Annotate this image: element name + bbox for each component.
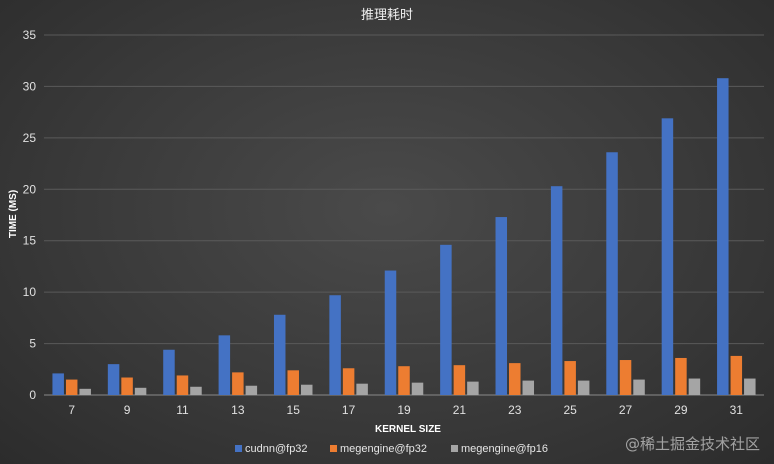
legend-label: cudnn@fp32: [245, 443, 308, 455]
x-tick-label: 25: [563, 403, 577, 417]
x-tick-label: 31: [730, 403, 744, 417]
bar-cudnn-fp32-29: [661, 118, 674, 396]
x-tick-label: 21: [453, 403, 467, 417]
x-axis-ticks: 7 9 11 13 15 17 19 21 23 25 27 29 31: [68, 403, 743, 417]
bar-megengine-fp16-11: [190, 386, 202, 395]
x-tick-label: 19: [397, 403, 411, 417]
bar-megengine-fp16-17: [356, 383, 368, 395]
bar-cudnn-fp32-19: [384, 270, 397, 395]
bar-megengine-fp32-23: [509, 363, 521, 395]
legend-swatch: [235, 445, 242, 452]
bar-megengine-fp32-19: [398, 366, 410, 395]
y-tick-label: 10: [23, 285, 37, 299]
chart-title: 推理耗时: [361, 8, 413, 23]
bar-cudnn-fp32-17: [329, 295, 341, 395]
bar-cudnn-fp32-15: [273, 314, 286, 395]
bars: [52, 78, 756, 396]
legend: cudnn@fp32 megengine@fp32 megengine@fp16: [235, 443, 548, 455]
bar-megengine-fp32-31: [730, 355, 743, 395]
x-tick-label: 13: [231, 403, 245, 417]
bar-megengine-fp16-13: [245, 385, 258, 395]
bar-megengine-fp16-31: [744, 378, 756, 395]
y-tick-label: 25: [23, 131, 37, 145]
legend-label: megengine@fp16: [461, 443, 548, 455]
gridlines: [44, 34, 764, 396]
x-tick-label: 23: [508, 403, 522, 417]
bar-cudnn-fp32-21: [440, 244, 452, 395]
bar-megengine-fp32-25: [564, 361, 576, 395]
bar-cudnn-fp32-13: [218, 335, 231, 395]
bar-megengine-fp32-29: [675, 357, 687, 395]
legend-label: megengine@fp32: [340, 443, 427, 455]
bar-megengine-fp32-17: [342, 368, 355, 395]
bar-megengine-fp16-19: [411, 382, 424, 395]
bar-cudnn-fp32-25: [550, 186, 563, 395]
x-tick-label: 27: [619, 403, 633, 417]
x-tick-label: 15: [287, 403, 301, 417]
bar-megengine-fp16-29: [688, 378, 701, 395]
bar-megengine-fp16-23: [522, 380, 535, 395]
y-axis-ticks: 0 5 10 15 20 25 30 35: [23, 28, 37, 402]
bar-megengine-fp32-21: [453, 365, 466, 395]
x-tick-label: 9: [124, 403, 131, 417]
y-tick-label: 20: [23, 182, 37, 196]
y-tick-label: 0: [29, 388, 36, 402]
bar-megengine-fp16-21: [467, 381, 479, 395]
y-axis-title: TIME (MS): [8, 190, 19, 238]
bar-megengine-fp32-7: [65, 379, 78, 395]
legend-swatch: [451, 445, 458, 452]
bar-megengine-fp32-15: [287, 370, 299, 395]
x-tick-label: 7: [68, 403, 75, 417]
y-tick-label: 5: [29, 337, 36, 351]
bar-cudnn-fp32-11: [163, 349, 175, 395]
bar-cudnn-fp32-27: [606, 152, 618, 395]
bar-megengine-fp32-13: [232, 372, 244, 395]
x-tick-label: 29: [674, 403, 688, 417]
x-tick-label: 17: [342, 403, 356, 417]
legend-swatch: [330, 445, 337, 452]
bar-megengine-fp16-27: [633, 379, 645, 395]
bar-megengine-fp16-15: [300, 384, 313, 395]
x-tick-label: 11: [176, 403, 189, 417]
bar-cudnn-fp32-9: [107, 364, 120, 395]
y-tick-label: 15: [23, 234, 37, 248]
bar-cudnn-fp32-23: [495, 217, 508, 395]
bar-cudnn-fp32-7: [52, 373, 64, 395]
bar-megengine-fp32-27: [619, 360, 632, 395]
bar-megengine-fp16-25: [577, 380, 590, 395]
watermark: @稀土掘金技术社区: [624, 435, 760, 453]
y-tick-label: 30: [23, 79, 37, 93]
bar-megengine-fp32-9: [121, 377, 133, 395]
y-tick-label: 35: [23, 28, 37, 42]
bar-megengine-fp32-11: [176, 375, 189, 395]
bar-megengine-fp16-9: [134, 387, 147, 395]
bar-megengine-fp16-7: [79, 388, 91, 395]
bar-cudnn-fp32-31: [717, 78, 729, 395]
x-axis-title: KERNEL SIZE: [375, 424, 441, 435]
